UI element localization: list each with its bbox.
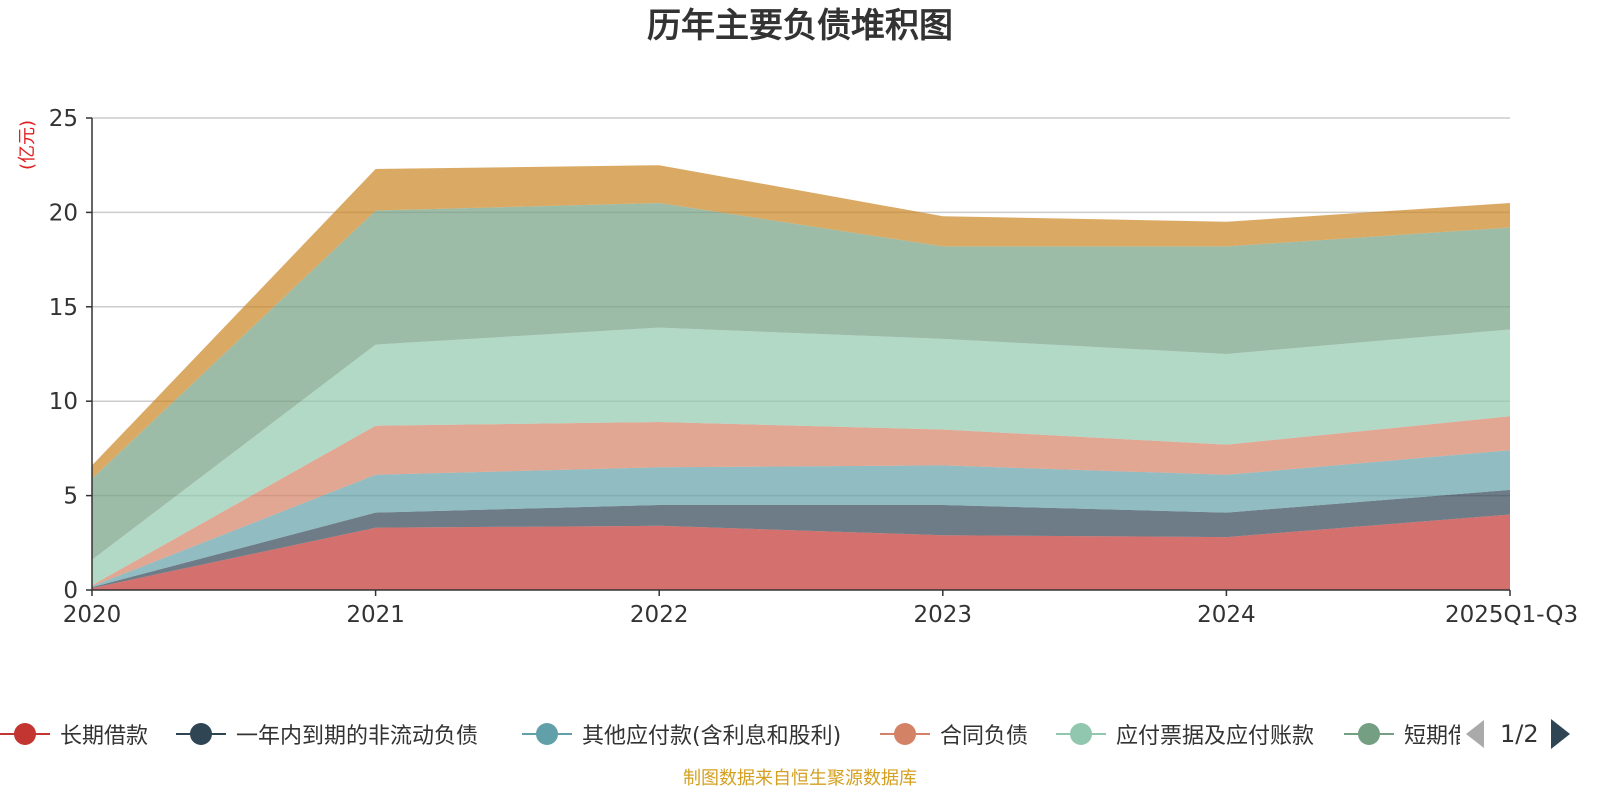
chart-legend: 长期借款 一年内到期的非流动负债 其他应付款(含利息和股利) 合同负债 应付票据及应付账… — [0, 712, 1600, 756]
y-tick-label: 25 — [49, 106, 78, 132]
y-tick-label: 15 — [49, 295, 78, 321]
chart-title: 历年主要负债堆积图 — [647, 6, 953, 46]
area-应付票据及应付账款[interactable] — [92, 327, 1510, 586]
legend-label: 长期借款 — [60, 724, 149, 749]
legend-pager: 1/2 — [1460, 712, 1600, 756]
legend-item[interactable]: 一年内到期的非流动负债 — [176, 712, 478, 756]
legend-item[interactable]: 应付票据及应付账款 — [1056, 712, 1314, 756]
area-其他应付款(含利息和股利)[interactable] — [92, 450, 1510, 588]
legend-label: 合同负债 — [940, 724, 1029, 749]
x-tick-label: 2024 — [1197, 602, 1256, 628]
legend-item[interactable]: 其他应付款(含利息和股利) — [522, 712, 841, 756]
y-tick-label: 5 — [63, 484, 78, 510]
x-tick-label: 2022 — [630, 602, 689, 628]
y-tick-label: 0 — [63, 578, 78, 604]
area-合同负债[interactable] — [92, 416, 1510, 587]
legend-marker-icon — [880, 722, 930, 746]
x-tick-label: 2021 — [346, 602, 405, 628]
legend-marker-icon — [1344, 722, 1394, 746]
area-其他[interactable] — [92, 165, 1510, 479]
legend-label: 一年内到期的非流动负债 — [236, 724, 479, 749]
y-axis-unit-label: (亿元) — [17, 120, 38, 170]
legend-label: 其他应付款(含利息和股利) — [582, 724, 842, 749]
legend-prev-page-icon[interactable] — [1466, 720, 1484, 748]
legend-label: 应付票据及应付账款 — [1116, 724, 1315, 749]
x-tick-label: 2023 — [914, 602, 973, 628]
legend-marker-icon — [1056, 722, 1106, 746]
y-tick-label: 10 — [49, 389, 78, 415]
legend-marker-icon — [522, 722, 572, 746]
legend-marker-icon — [0, 722, 50, 746]
legend-next-page-icon[interactable] — [1550, 719, 1570, 749]
x-tick-label: 2025Q1-Q3 — [1445, 602, 1578, 628]
data-source-note: 制图数据来自恒生聚源数据库 — [683, 768, 917, 789]
area-一年内到期的非流动负债[interactable] — [92, 489, 1510, 589]
legend-item[interactable]: 合同负债 — [880, 712, 1028, 756]
y-tick-label: 20 — [49, 200, 78, 226]
legend-marker-icon — [176, 722, 226, 746]
legend-page-indicator: 1/2 — [1500, 720, 1539, 748]
legend-item[interactable]: 长期借款 — [0, 712, 148, 756]
area-长期借款[interactable] — [92, 514, 1510, 591]
x-tick-label: 2020 — [63, 602, 122, 628]
area-series — [92, 165, 1510, 590]
area-短期借款[interactable] — [92, 203, 1510, 560]
axes: 0 5 10 15 20 25 2020 2021 2022 2023 2024 2025Q1-Q3 — [49, 106, 1578, 628]
